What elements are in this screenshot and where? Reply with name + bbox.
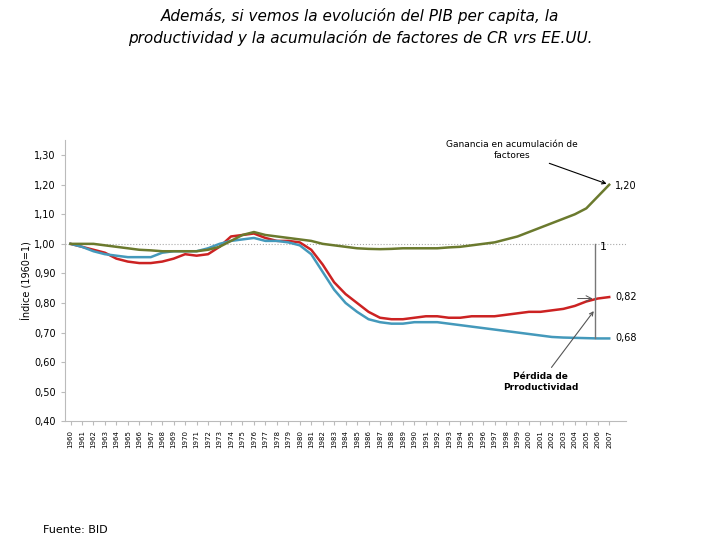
Text: 1: 1 — [600, 242, 607, 252]
Text: Además, si vemos la evolución del PIB per capita, la: Además, si vemos la evolución del PIB pe… — [161, 8, 559, 24]
Text: 1,20: 1,20 — [615, 181, 636, 191]
Y-axis label: Índice (1960=1): Índice (1960=1) — [20, 241, 32, 320]
Text: 0,82: 0,82 — [615, 292, 636, 302]
Text: Ganancia en acumulación de
factores: Ganancia en acumulación de factores — [446, 140, 606, 184]
Text: 0,68: 0,68 — [615, 333, 636, 343]
Text: Fuente: BID: Fuente: BID — [43, 524, 108, 535]
Text: productividad y la acumulación de factores de CR vrs EE.UU.: productividad y la acumulación de factor… — [127, 30, 593, 46]
Text: Pérdida de
Prroductividad: Pérdida de Prroductividad — [503, 312, 593, 392]
